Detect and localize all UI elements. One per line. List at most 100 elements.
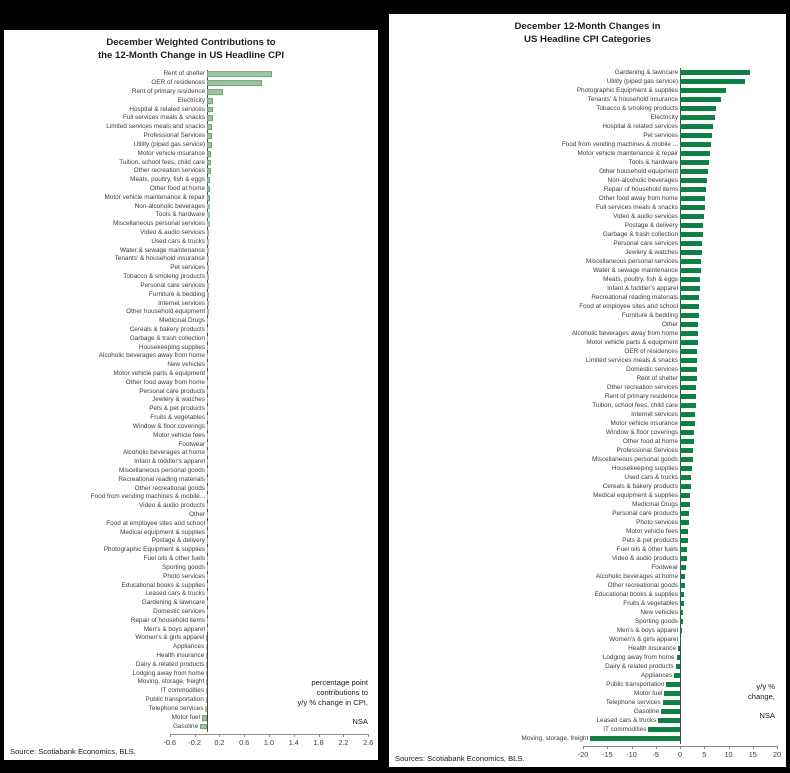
category-label: OER of residences [151,79,205,87]
bar [207,80,262,87]
bar [680,186,706,193]
bar [680,483,691,490]
bar-row: Food at employee sites and school [389,302,786,311]
bar [207,573,208,580]
category-label: Appliances [640,671,673,679]
category-label: Alcoholic beverages at home [122,449,205,457]
category-label: Utility (piped gas service) [606,77,678,85]
category-label: Video & audio products [612,554,678,562]
bar [207,115,213,122]
bar [680,564,686,571]
category-label: Photo services [163,572,205,580]
bar [207,265,209,272]
bar-row: Women's & girls apparel [4,634,378,643]
bar [207,247,210,254]
x-tick-mark [752,746,754,749]
bar [207,221,210,228]
bar [207,415,208,421]
x-tick-mark [194,734,196,737]
category-label: Tools & hardware [628,158,678,166]
category-label: Fuel oils & other fuels [143,554,205,562]
bar [207,600,208,607]
bar [207,194,211,201]
bar-row: Alcoholic beverages at home [389,572,786,581]
x-tick-label: 0.6 [239,738,250,747]
category-label: Rent of primary residence [604,392,678,400]
bar [680,420,695,427]
category-label: New vehicles [640,608,678,616]
category-label: Public transportation [145,695,204,703]
category-label: Leased cars & trucks [596,716,657,724]
bar [207,582,208,589]
category-label: Motor vehicle maintenance & repair [104,193,205,201]
category-label: Motor vehicle fees [626,527,678,535]
bar [680,348,698,355]
category-label: IT commodities [160,687,205,695]
axis-units-note: percentage point contributions to y/y % … [298,678,369,726]
bar-row: Meats, poultry, fish & eggs [389,275,786,284]
bar-row: Water & sewage maintenance [389,266,786,275]
category-label: Other food away from home [125,378,205,386]
category-label: Other recreation services [606,383,678,391]
category-label: Infant & toddler's apparel [607,284,678,292]
bar-row: Window & floor coverings [389,428,786,437]
category-label: Tobacco & smoking products [123,272,205,280]
bar-row: Tobacco & smoking products [389,104,786,113]
category-label: Tobacco & smoking products [596,104,678,112]
bar-row: Garbage & trash collection [4,334,378,343]
bar-row: Other food away from home [389,194,786,203]
bar-row: Leased cars & trucks [4,590,378,599]
category-label: Repair of household items [603,185,678,193]
category-label: Window & floor coverings [132,422,205,430]
bar-row: Educational books & supplies [389,590,786,599]
bar [680,393,696,400]
bar-row: Gardening & lawncare [4,599,378,608]
category-label: Dairy & related products [605,662,674,670]
bar-row: Tobacco & smoking products [4,273,378,282]
bar-row: Rent of primary residence [4,88,378,97]
x-tick-label: 2.6 [363,738,374,747]
category-label: Food from vending machines & mobile... [90,493,205,501]
category-label: Leased cars & trucks [145,590,205,598]
category-label: Alcoholic beverages away from home [98,352,205,360]
bar-row: Personal care products [4,387,378,396]
bar-row: Video & audio products [389,554,786,563]
bar [680,204,705,211]
bar-row: Alcoholic beverages at home [4,449,378,458]
bar [680,546,688,553]
bar-row: Food at employee sites and school [4,519,378,528]
category-label: Pets & pet products [149,405,205,413]
bar-row: Tools & hardware [4,211,378,220]
bar-row: Utility (piped gas service) [389,77,786,86]
category-label: Utility (piped gas service) [133,140,205,148]
chart-title-line-1: December 12-Month Changes in [514,21,661,32]
bar [680,69,751,76]
bar-row: Electricity [4,96,378,105]
category-label: Non-alcoholic beverages [134,202,205,210]
bar-row: Hospital & related services [389,122,786,131]
bar [207,89,223,95]
category-label: Gardening & lawncare [614,68,678,76]
category-label: Motor vehicle parts & equipment [586,338,678,346]
bar-row: Dairy & related products [4,660,378,669]
bar-row: Recreational reading materials [389,293,786,302]
category-label: Tuition, school fees, child care [592,401,678,409]
bar-row: Other household equipment [389,167,786,176]
bar-row: Alcoholic beverages away from home [4,352,378,361]
bar [206,661,207,668]
bar [680,285,700,292]
category-label: Fruits & vegetables [623,599,678,607]
bar-row: Other recreation services [4,167,378,176]
category-label: Moving, storage, freight [137,678,205,686]
category-label: Other food at home [622,437,678,445]
bar-row: Domestic services [389,365,786,374]
x-tick-mark [368,734,370,737]
bar [680,78,746,85]
bar [680,636,682,643]
category-label: Miscellaneous personal services [586,257,678,265]
chart-title-line-1: December Weighted Contributions to [106,37,276,48]
bar-row: Used cars & trucks [4,237,378,246]
bar [207,150,212,157]
chart-title: December Weighted Contributions to the 1… [4,37,378,62]
bar [680,582,685,589]
